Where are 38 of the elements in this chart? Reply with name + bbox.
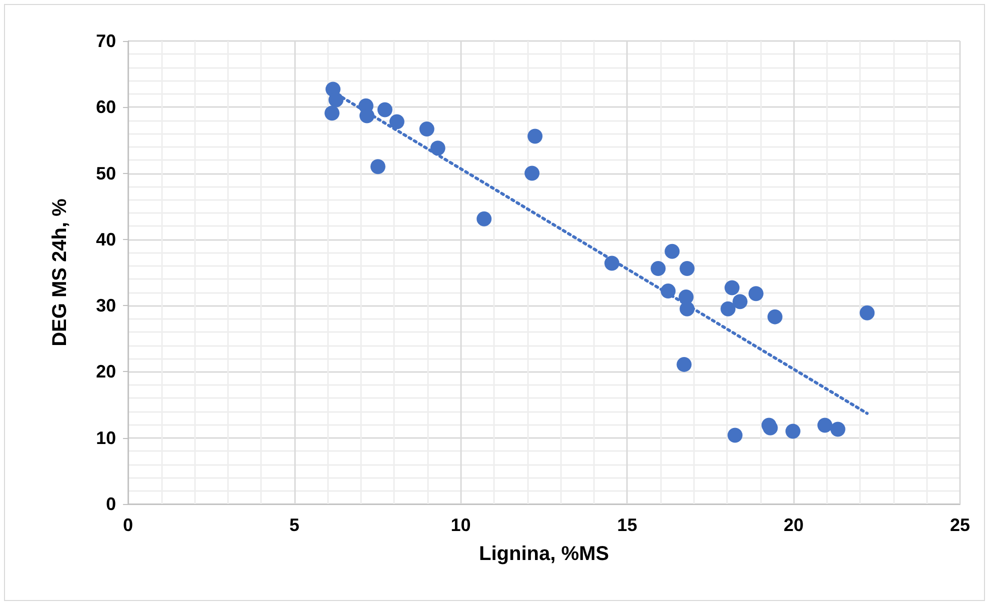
point — [528, 128, 543, 144]
point — [524, 166, 540, 181]
x-tick-label: 25 — [950, 515, 970, 535]
point — [748, 286, 764, 302]
point — [476, 211, 492, 226]
point — [817, 418, 832, 433]
x-axis-title: Lignina, %MS — [479, 543, 609, 565]
point — [324, 106, 340, 121]
x-tick-label: 5 — [289, 515, 300, 535]
point — [676, 356, 692, 372]
point — [389, 114, 404, 130]
y-tick-label: 30 — [96, 296, 116, 316]
y-axis-title: DEG MS 24h, % — [49, 198, 71, 346]
point — [728, 428, 743, 443]
point — [767, 309, 782, 324]
x-tick-label: 15 — [617, 515, 638, 535]
x-tick-label: 10 — [450, 515, 471, 535]
y-tick-label: 20 — [96, 362, 116, 382]
point — [370, 159, 386, 174]
point — [377, 102, 392, 118]
y-tick-label: 10 — [96, 428, 116, 448]
point — [732, 294, 748, 310]
point — [830, 422, 846, 437]
point — [785, 424, 800, 439]
point — [664, 244, 680, 259]
point — [650, 261, 666, 276]
y-tick-label: 0 — [106, 494, 116, 514]
point — [680, 261, 695, 276]
point — [724, 280, 740, 296]
point — [419, 121, 434, 136]
point — [720, 301, 736, 316]
point — [860, 305, 875, 320]
y-tick-label: 60 — [96, 97, 116, 118]
x-tick-label: 20 — [784, 515, 804, 535]
y-tick-label: 70 — [96, 31, 116, 51]
x-tick-label: 0 — [122, 515, 134, 535]
y-tick-label: 50 — [96, 163, 116, 184]
y-tick-label: 40 — [96, 229, 116, 250]
